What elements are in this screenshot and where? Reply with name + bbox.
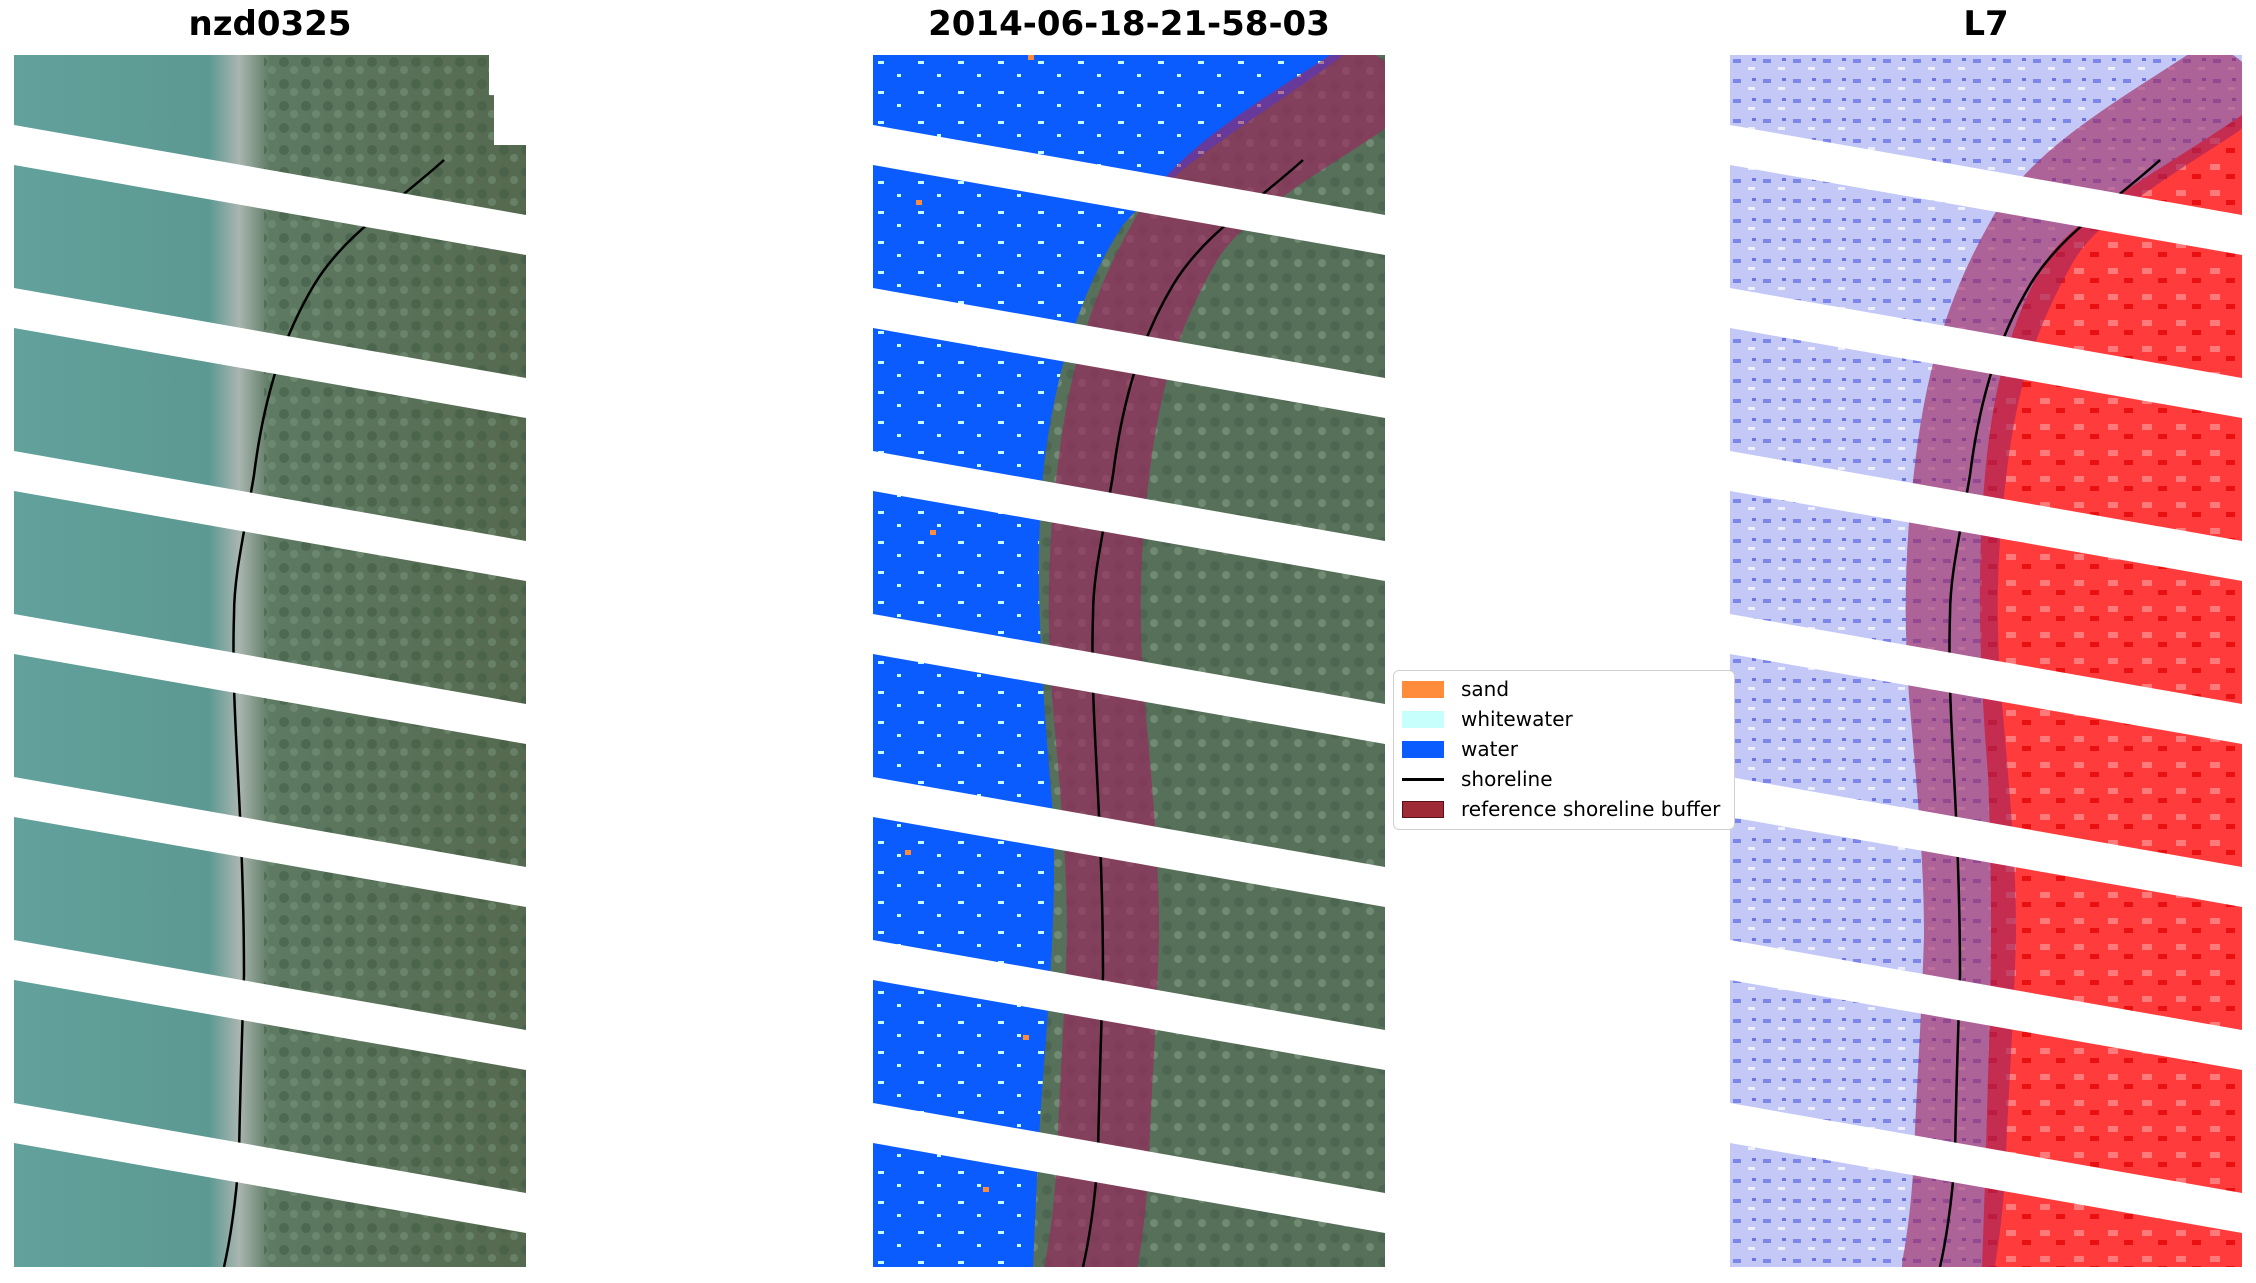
panel-title-index: L7 (1963, 4, 2009, 44)
legend-label: water (1461, 737, 1518, 761)
legend-label: reference shoreline buffer (1461, 797, 1721, 821)
legend-item-sand: sand (1402, 677, 1509, 701)
sand-swatch (1402, 680, 1444, 698)
legend-label: sand (1461, 677, 1510, 701)
legend-item-water: water (1402, 737, 1518, 761)
water-swatch (1402, 740, 1444, 758)
legend-item-buffer: reference shoreline buffer (1402, 797, 1720, 821)
whitewater-swatch (1402, 710, 1444, 728)
shoreline-line-swatch (1402, 777, 1444, 781)
legend-item-whitewater: whitewater (1402, 707, 1573, 731)
buffer-swatch (1402, 800, 1444, 818)
no-data-stripes (14, 55, 526, 1233)
legend-label: whitewater (1461, 707, 1573, 731)
rgb-image-panel (14, 55, 526, 1267)
legend: sand whitewater water shoreline referenc… (1393, 670, 1735, 830)
panel-title-rgb: nzd0325 (188, 4, 352, 44)
panel-title-classified: 2014-06-18-21-58-03 (928, 4, 1330, 44)
legend-item-shoreline: shoreline (1402, 767, 1553, 791)
legend-label: shoreline (1461, 767, 1553, 791)
classified-image-panel (873, 55, 1385, 1267)
index-image-panel (1730, 55, 2242, 1267)
